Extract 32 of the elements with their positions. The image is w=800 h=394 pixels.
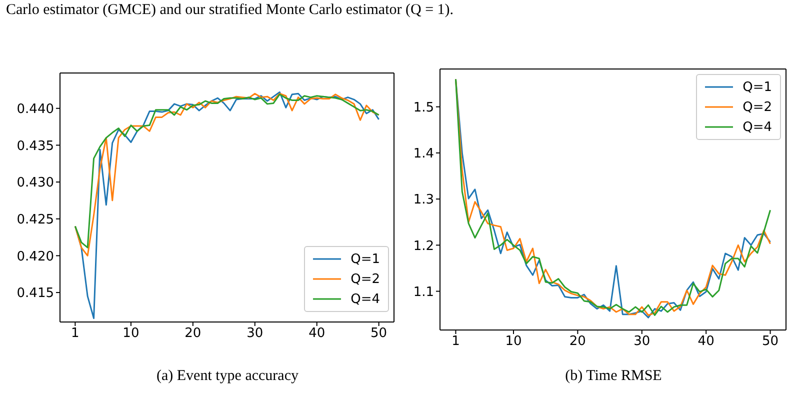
y-tick-label: 1.3 [413,192,434,208]
x-axis-title: (a) Event type accuracy [156,368,298,384]
legend-label: Q=2 [742,100,772,114]
x-tick-label: 1 [71,326,80,342]
y-tick-label: 0.420 [16,249,54,264]
x-axis-title: (b) Time RMSE [565,368,662,384]
y-tick-label: 1.1 [413,284,434,300]
y-tick-label: 1.5 [413,100,434,116]
legend-label: Q=1 [350,252,380,266]
x-tick-label: 50 [762,334,779,350]
x-tick-label: 40 [698,334,714,350]
x-tick-label: 30 [246,326,264,342]
x-tick-label: 1 [452,334,460,350]
x-tick-label: 40 [308,326,326,342]
y-tick-label: 0.415 [16,286,54,302]
x-tick-label: 20 [184,326,202,342]
x-tick-label: 10 [505,334,522,350]
y-tick-label: 1.4 [413,146,434,162]
y-tick-label: 0.425 [16,212,54,228]
legend-label: Q=4 [350,292,380,306]
text: Carlo estimator (GMCE) and our stratified Monte Carlo estimator (Q = 1). [6,2,454,18]
legend-label: Q=2 [350,272,380,286]
x-tick-label: 30 [634,334,650,350]
y-tick-label: 0.435 [16,138,54,154]
y-tick-label: 1.2 [413,238,434,254]
x-tick-label: 10 [122,326,140,342]
x-tick-label: 20 [569,334,586,350]
legend-label: Q=1 [742,80,772,94]
legend-label: Q=4 [742,120,772,134]
x-tick-label: 50 [370,326,388,342]
y-tick-label: 0.430 [16,176,54,191]
y-tick-label: 0.440 [16,102,54,117]
